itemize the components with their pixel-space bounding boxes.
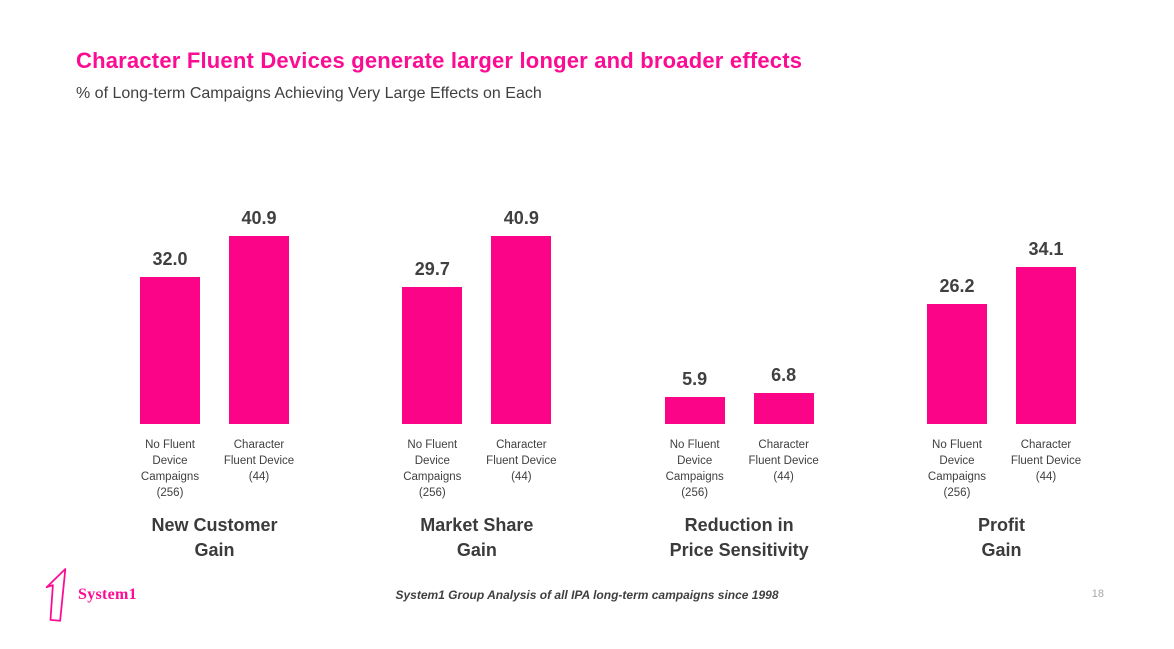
bar (491, 236, 552, 424)
bar-category-label: Character Fluent Device (44) (748, 439, 819, 484)
bar (926, 304, 987, 424)
category-column: No Fluent Device Campaigns (256) (402, 437, 462, 501)
charts-row: 32.0 40.9 No Fluent Device Campaigns (256)… (95, 189, 1121, 562)
bar (753, 393, 814, 424)
bar-value-label: 34.1 (1028, 239, 1064, 259)
bar-value-label: 40.9 (503, 208, 539, 228)
bar-category-label: Character Fluent Device (44) (223, 439, 295, 484)
bar-value-label: 40.9 (241, 208, 277, 228)
bar-column: 34.1 (1015, 239, 1076, 424)
bar-value-label: 32.0 (152, 249, 188, 269)
bar (229, 236, 289, 424)
bar (402, 287, 463, 424)
chart-group-title: Market Share Gain (420, 515, 534, 560)
page-number: 18 (1091, 588, 1104, 600)
category-labels: No Fluent Device Campaigns (256) Characte… (620, 437, 859, 501)
bar-pair: 5.9 6.8 (664, 189, 814, 424)
chart-group-title: New Customer Gain (151, 515, 278, 560)
category-column: Character Fluent Device (44) (224, 437, 294, 501)
bar-pair: 26.2 34.1 (926, 189, 1076, 424)
bar-column: 5.9 (664, 369, 725, 424)
category-column: No Fluent Device Campaigns (256) (665, 437, 725, 501)
chart-group-3: 26.2 34.1 No Fluent Device Campaigns (256)… (882, 189, 1121, 562)
system1-numeral-one-icon (45, 568, 67, 622)
bar (664, 397, 725, 424)
category-column: Character Fluent Device (44) (749, 437, 819, 501)
category-column: Character Fluent Device (44) (486, 437, 556, 501)
bar-value-label: 29.7 (414, 259, 450, 279)
category-labels: No Fluent Device Campaigns (256) Characte… (357, 437, 596, 501)
system1-logo-text: System1 (78, 586, 137, 603)
bar (140, 277, 200, 424)
chart-group-title: Reduction in Price Sensitivity (669, 515, 809, 560)
slide-title: Character Fluent Devices generate larger… (76, 48, 803, 73)
chart-group-title: Profit Gain (977, 515, 1025, 560)
category-labels: No Fluent Device Campaigns (256) Characte… (882, 437, 1121, 501)
bar-column: 32.0 (140, 249, 200, 424)
bar-column: 40.9 (229, 208, 289, 424)
bar (1015, 267, 1076, 424)
chart-group-2: 5.9 6.8 No Fluent Device Campaigns (256) Ch… (620, 189, 859, 562)
bar-pair: 32.0 40.9 (140, 189, 289, 424)
category-labels: No Fluent Device Campaigns (256) Characte… (95, 437, 334, 501)
bar-category-label: Character Fluent Device (44) (1010, 439, 1082, 484)
bar-column: 6.8 (753, 365, 814, 424)
bar-category-label: No Fluent Device Campaigns (256) (927, 439, 987, 500)
category-column: No Fluent Device Campaigns (256) (140, 437, 200, 501)
bar-category-label: Character Fluent Device (44) (486, 439, 557, 484)
bar-value-label: 6.8 (771, 365, 797, 385)
bar-category-label: No Fluent Device Campaigns (256) (665, 439, 724, 500)
chart-group-0: 32.0 40.9 No Fluent Device Campaigns (256)… (95, 189, 334, 562)
bar-column: 26.2 (926, 276, 987, 424)
chart-group-1: 29.7 40.9 No Fluent Device Campaigns (256)… (357, 189, 596, 562)
bar-category-label: No Fluent Device Campaigns (256) (403, 439, 462, 500)
category-column: No Fluent Device Campaigns (256) (927, 437, 987, 501)
bar-column: 40.9 (491, 208, 552, 424)
slide-subtitle: % of Long-term Campaigns Achieving Very … (76, 85, 542, 102)
bar-column: 29.7 (402, 259, 463, 424)
system1-logo: System1 (44, 568, 137, 622)
bar-value-label: 26.2 (939, 276, 975, 296)
category-column: Character Fluent Device (44) (1011, 437, 1081, 501)
source-note: System1 Group Analysis of all IPA long-t… (395, 588, 779, 602)
bar-pair: 29.7 40.9 (402, 189, 552, 424)
bar-category-label: No Fluent Device Campaigns (256) (140, 439, 200, 500)
bar-value-label: 5.9 (682, 369, 708, 389)
